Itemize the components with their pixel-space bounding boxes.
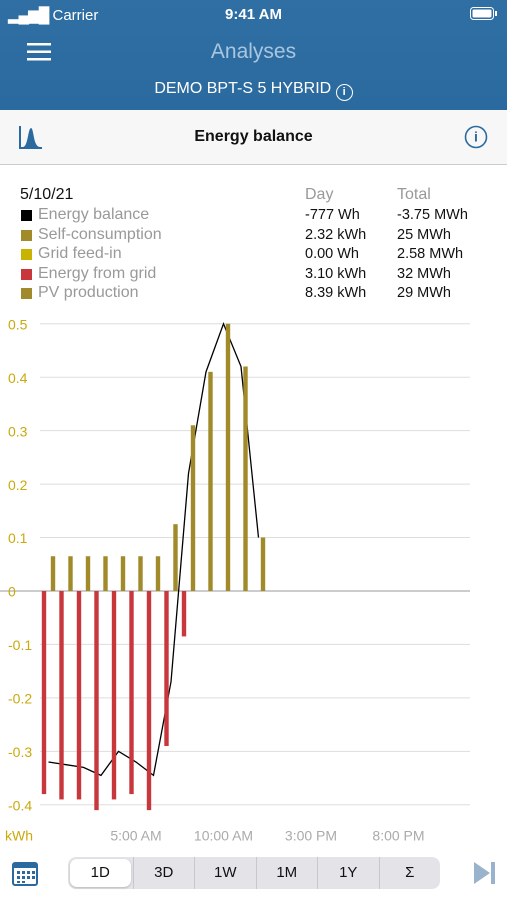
y-tick-label: 0.4 xyxy=(8,370,28,386)
header: ▂▄▆█ Carrier 9:41 AM Analyses DEMO BPT-S… xyxy=(0,0,507,110)
x-tick-label: 10:00 AM xyxy=(194,828,253,844)
bar xyxy=(59,590,64,800)
total-header: Total xyxy=(397,186,431,203)
bar xyxy=(208,371,213,591)
toolbar: Energy balance i xyxy=(0,110,507,165)
y-tick-label: 0 xyxy=(8,584,16,600)
y-tick-label: 0.2 xyxy=(8,477,28,493)
bar xyxy=(181,590,187,637)
period-tab[interactable]: 1W xyxy=(194,857,256,889)
day-value: 2.32 kWh xyxy=(305,226,367,243)
y-tick-label: -0.2 xyxy=(8,691,32,707)
bar xyxy=(76,590,82,800)
period-tab[interactable]: 1M xyxy=(255,857,318,889)
legend-swatch xyxy=(21,229,32,241)
legend-swatch xyxy=(21,268,32,280)
y-axis-label: kWh xyxy=(5,828,33,844)
calendar-button[interactable] xyxy=(12,860,38,886)
balance-line xyxy=(48,321,260,777)
y-tick-label: -0.4 xyxy=(8,797,32,813)
x-tick-label: 8:00 PM xyxy=(372,828,424,844)
period-tab[interactable]: 3D xyxy=(132,857,195,889)
legend-name: PV production xyxy=(38,284,139,301)
bar xyxy=(225,323,231,591)
y-tick-label: -0.3 xyxy=(8,744,32,760)
device-name[interactable]: DEMO BPT-S 5 HYBRID i xyxy=(0,80,507,101)
day-value: 0.00 Wh xyxy=(305,246,359,262)
legend-name: Energy balance xyxy=(38,206,150,223)
chart-icon[interactable] xyxy=(18,124,44,150)
x-tick-label: 5:00 AM xyxy=(110,828,161,844)
y-tick-label: 0.5 xyxy=(8,316,28,332)
total-value: 2.58 MWh xyxy=(397,246,464,262)
total-value: -3.75 MWh xyxy=(397,207,468,223)
total-value: 29 MWh xyxy=(397,285,451,301)
bar xyxy=(68,556,73,591)
x-tick-label: 3:00 PM xyxy=(285,828,337,844)
page-title: Analyses xyxy=(210,40,297,63)
legend-name: Energy from grid xyxy=(38,264,157,282)
carrier: ▂▄▆█ Carrier xyxy=(8,7,99,24)
device-text: DEMO BPT-S 5 HYBRID xyxy=(154,80,332,97)
period-tab[interactable]: Σ xyxy=(378,857,441,889)
battery xyxy=(470,7,497,20)
legend-name: Self-consumption xyxy=(38,225,162,243)
bar xyxy=(164,590,169,746)
bar xyxy=(94,590,99,811)
summary: 5/10/21 Day Total Energy balance -777 Wh -… xyxy=(0,180,507,310)
date: 5/10/21 xyxy=(20,186,74,203)
bar xyxy=(243,366,248,591)
clock: 9:41 AM xyxy=(225,6,282,23)
bar xyxy=(85,556,91,591)
total-value: 25 MWh xyxy=(397,226,451,243)
svg-text:i: i xyxy=(474,129,478,145)
legend-swatch xyxy=(21,288,32,299)
legend-name: Grid feed-in xyxy=(38,245,122,262)
bar xyxy=(173,524,178,591)
bar xyxy=(120,556,126,591)
day-value: -777 Wh xyxy=(305,207,360,223)
y-tick-label: 0.1 xyxy=(8,530,28,546)
toolbar-title: Energy balance xyxy=(194,128,313,145)
bar xyxy=(138,556,143,591)
legend-swatch xyxy=(21,210,32,221)
total-value: 32 MWh xyxy=(397,265,451,282)
menu-button[interactable] xyxy=(27,42,51,62)
bar xyxy=(129,590,134,795)
info-button[interactable]: i xyxy=(464,125,488,149)
bar xyxy=(155,556,161,591)
bar xyxy=(146,590,152,811)
bar xyxy=(111,590,117,800)
y-tick-label: -0.1 xyxy=(8,637,32,653)
bar xyxy=(260,537,266,591)
carrier-text: Carrier xyxy=(52,7,99,24)
chart: -0.4 -0.3 -0.2 -0.1 0 0.1 0.2 0.3 0.4 0.5 kWh 5:00 … xyxy=(0,316,470,844)
bar xyxy=(41,590,47,795)
bar xyxy=(190,425,196,591)
bar xyxy=(50,556,56,591)
y-tick-label: 0.3 xyxy=(8,423,28,439)
day-value: 8.39 kWh xyxy=(305,285,367,301)
day-value: 3.10 kWh xyxy=(305,265,367,282)
period-tab[interactable]: 1D xyxy=(70,859,131,887)
period-tab[interactable]: 1Y xyxy=(317,857,379,889)
day-header: Day xyxy=(305,186,334,203)
bar xyxy=(103,556,108,591)
legend-swatch xyxy=(21,249,32,260)
period-tabs: 1D 3D 1W 1M 1Y Σ xyxy=(68,857,440,889)
skip-end-button[interactable] xyxy=(472,860,496,886)
